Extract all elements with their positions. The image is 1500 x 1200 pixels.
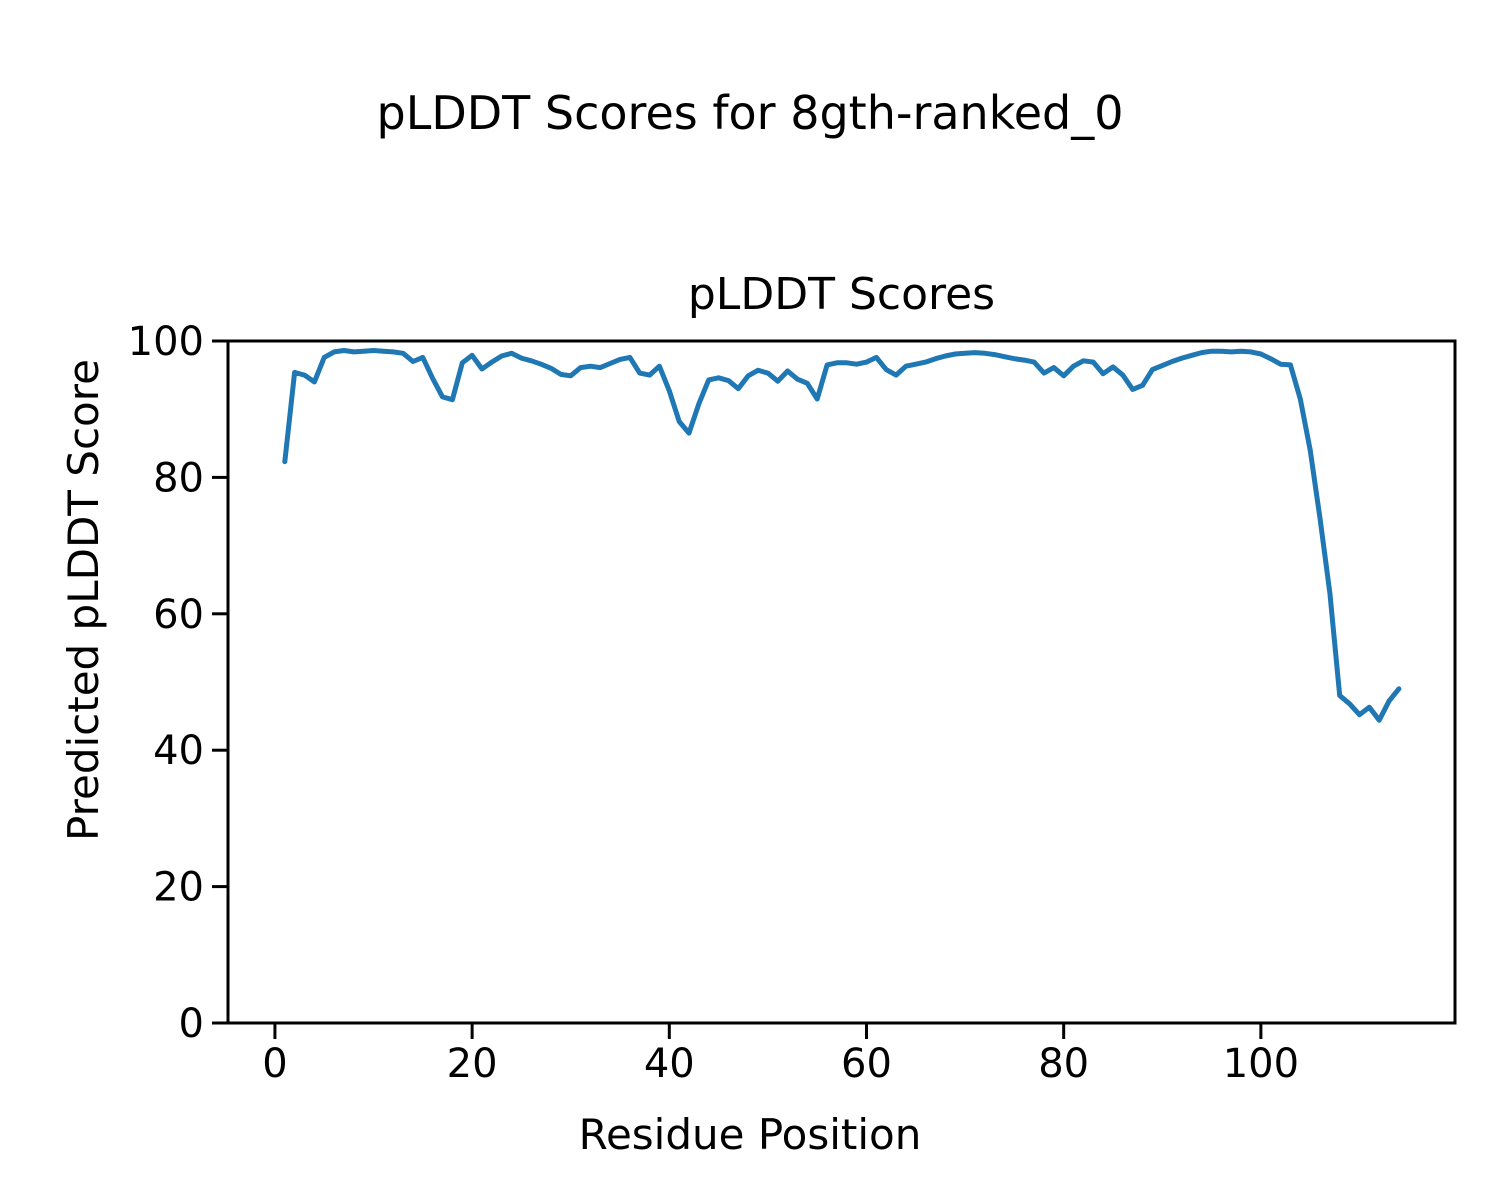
- axes-title: pLDDT Scores: [687, 269, 996, 320]
- x-axis-label: Residue Position: [578, 1110, 922, 1159]
- plddt-data-line: [282, 348, 1402, 723]
- x-tick-label: 100: [1223, 1041, 1299, 1087]
- y-tick-label: 40: [153, 728, 204, 774]
- figure-suptitle: pLDDT Scores for 8gth-ranked_0: [376, 86, 1124, 140]
- plot-border: [226, 339, 1457, 1025]
- y-tick-label: 0: [179, 1001, 204, 1047]
- y-axis-label: Predicted pLDDT Score: [59, 359, 108, 841]
- y-tick-label: 20: [153, 865, 204, 911]
- y-tick-label: 100: [128, 319, 204, 365]
- x-tick-label: 40: [644, 1041, 695, 1087]
- x-tick-label: 80: [1038, 1041, 1089, 1087]
- x-tick-label: 60: [841, 1041, 892, 1087]
- y-tick-label: 60: [153, 592, 204, 638]
- y-tick-label: 80: [153, 455, 204, 501]
- x-tick-label: 0: [262, 1041, 287, 1087]
- x-tick-label: 20: [447, 1041, 498, 1087]
